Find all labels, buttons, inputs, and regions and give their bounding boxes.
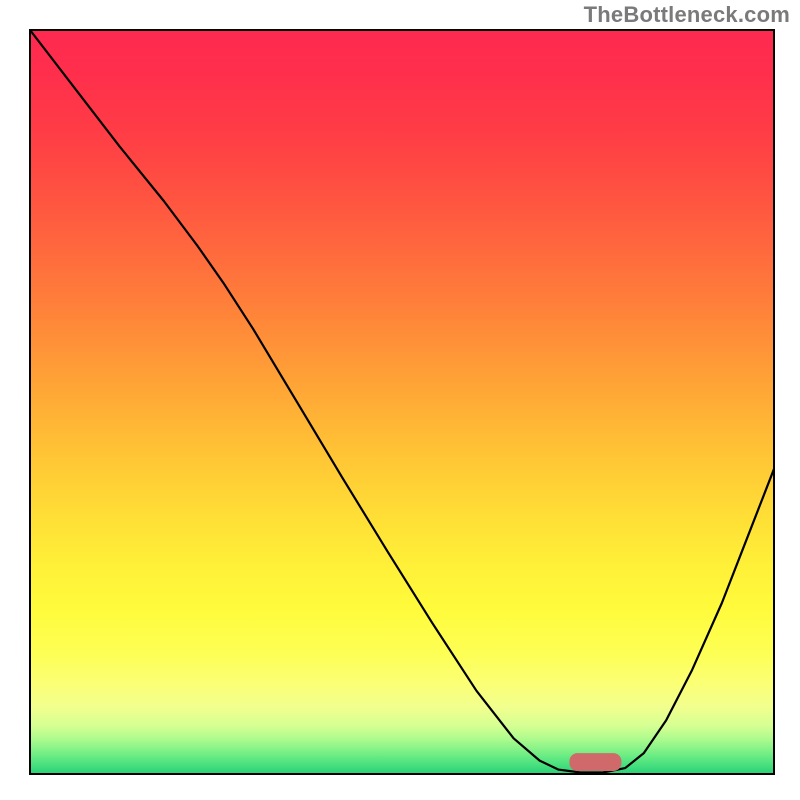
chart-frame: { "watermark": { "text": "TheBottleneck.… bbox=[0, 0, 800, 800]
bottleneck-chart bbox=[0, 0, 800, 800]
heatmap-background bbox=[30, 30, 774, 774]
watermark-text: TheBottleneck.com bbox=[584, 2, 790, 28]
optimal-marker bbox=[569, 753, 621, 771]
